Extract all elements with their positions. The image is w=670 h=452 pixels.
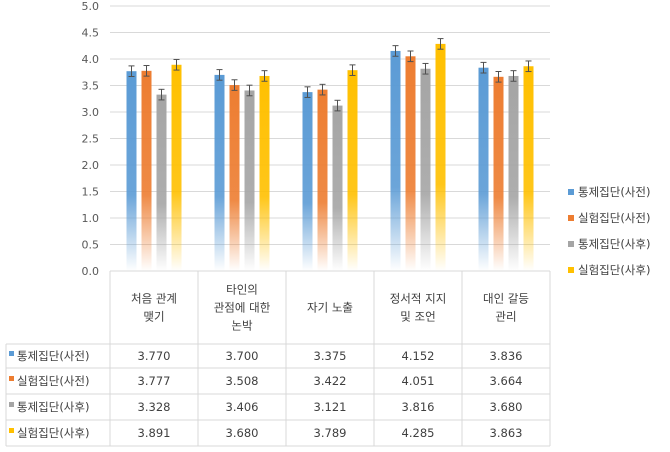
data-label: 3.816 bbox=[402, 400, 435, 414]
bars bbox=[126, 38, 534, 272]
legend-item: 실험집단(사후) bbox=[568, 257, 670, 283]
category-label: 논박 bbox=[231, 319, 253, 333]
data-label: 3.700 bbox=[226, 349, 259, 363]
y-tick-label: 5.0 bbox=[82, 0, 100, 13]
data-label: 3.680 bbox=[490, 400, 523, 414]
y-tick-label: 0.0 bbox=[82, 265, 100, 278]
category-label: 자기 노출 bbox=[307, 301, 353, 315]
legend-item: 통제집단(사후) bbox=[568, 231, 670, 257]
y-tick-label: 2.5 bbox=[82, 133, 100, 146]
bar bbox=[141, 70, 152, 271]
category-label: 대인 갈등 bbox=[483, 292, 529, 306]
data-label: 3.664 bbox=[490, 374, 523, 388]
category-label: 및 조언 bbox=[400, 310, 435, 324]
y-tick-label: 2.0 bbox=[82, 159, 100, 172]
y-tick-label: 1.0 bbox=[82, 212, 100, 225]
bar bbox=[478, 67, 489, 271]
y-tick-label: 4.5 bbox=[82, 27, 100, 40]
data-label: 4.152 bbox=[402, 349, 435, 363]
bar bbox=[171, 64, 182, 271]
y-tick-label: 0.5 bbox=[82, 239, 100, 252]
data-label: 3.863 bbox=[490, 426, 523, 440]
data-label: 3.680 bbox=[226, 426, 259, 440]
bar bbox=[347, 70, 358, 271]
data-label: 3.121 bbox=[314, 400, 347, 414]
legend-label: 통제집단(사후) bbox=[578, 237, 651, 251]
legend-item: 통제집단(사전) bbox=[568, 179, 670, 205]
bar bbox=[126, 71, 137, 271]
data-label: 4.051 bbox=[402, 374, 435, 388]
legend-label: 실험집단(사전) bbox=[578, 211, 651, 225]
category-label: 처음 관계 bbox=[131, 292, 177, 306]
row-legend-swatch bbox=[9, 351, 14, 356]
legend-swatch bbox=[568, 267, 574, 273]
data-label: 3.328 bbox=[138, 400, 171, 414]
data-label: 3.508 bbox=[226, 374, 259, 388]
legend-swatch bbox=[568, 241, 574, 247]
row-series-label: 통제집단(사전) bbox=[17, 349, 89, 363]
bar bbox=[420, 68, 431, 271]
category-label: 타인의 bbox=[226, 283, 258, 297]
bar bbox=[508, 75, 519, 272]
y-tick-label: 3.0 bbox=[82, 106, 100, 119]
bar bbox=[390, 50, 401, 271]
data-label: 3.789 bbox=[314, 426, 347, 440]
data-label: 3.777 bbox=[138, 374, 171, 388]
y-tick-label: 1.5 bbox=[82, 186, 100, 199]
legend-item: 실험집단(사전) bbox=[568, 205, 670, 231]
category-label: 관리 bbox=[495, 310, 516, 324]
bar bbox=[229, 85, 240, 272]
legend-label: 통제집단(사전) bbox=[578, 185, 651, 199]
bar bbox=[523, 66, 534, 271]
data-label: 3.375 bbox=[314, 349, 347, 363]
data-label: 3.406 bbox=[226, 400, 259, 414]
bar bbox=[259, 75, 270, 272]
bar bbox=[332, 105, 343, 271]
bar bbox=[317, 89, 328, 271]
legend-swatch bbox=[568, 189, 574, 195]
bar bbox=[405, 56, 416, 272]
bar bbox=[435, 43, 446, 271]
bar bbox=[493, 76, 504, 271]
grid-lines bbox=[110, 5, 550, 272]
legend-swatch bbox=[568, 215, 574, 221]
data-label: 3.891 bbox=[138, 426, 171, 440]
row-series-label: 실험집단(사후) bbox=[17, 426, 89, 440]
row-legend-swatch bbox=[9, 402, 14, 407]
bar bbox=[244, 90, 255, 272]
y-tick-label: 3.5 bbox=[82, 80, 100, 93]
row-legend-swatch bbox=[9, 428, 14, 433]
data-label: 3.422 bbox=[314, 374, 347, 388]
bar bbox=[214, 74, 225, 272]
category-label: 관점에 대한 bbox=[214, 301, 271, 315]
row-legend-swatch bbox=[9, 376, 14, 381]
category-label: 맺기 bbox=[143, 310, 164, 324]
data-label: 3.836 bbox=[490, 349, 523, 363]
legend: 통제집단(사전) 실험집단(사전) 통제집단(사후) 실험집단(사후) bbox=[568, 179, 670, 283]
row-series-label: 통제집단(사후) bbox=[17, 400, 89, 414]
data-label: 4.285 bbox=[402, 426, 435, 440]
y-axis-ticks: 0.0 0.5 1.0 1.5 2.0 2.5 3.0 3.5 4.0 4.5 5.0 bbox=[82, 0, 100, 278]
legend-label: 실험집단(사후) bbox=[578, 263, 651, 277]
bar bbox=[302, 92, 313, 271]
row-series-label: 실험집단(사전) bbox=[17, 374, 89, 388]
y-tick-label: 4.0 bbox=[82, 53, 100, 66]
category-label: 정서적 지지 bbox=[390, 292, 447, 306]
data-label: 3.770 bbox=[138, 349, 171, 363]
bar bbox=[156, 94, 167, 271]
